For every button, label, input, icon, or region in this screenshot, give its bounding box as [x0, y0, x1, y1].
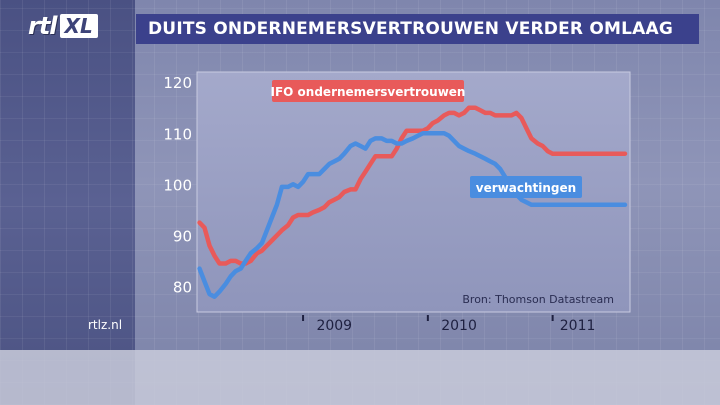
y-tick-label: 80	[173, 278, 192, 296]
series-label-verwachtingen-box	[470, 176, 582, 198]
side-panel	[0, 0, 135, 405]
x-tick-label: 2009	[316, 318, 352, 334]
logo-text: rtl	[28, 12, 58, 40]
source-label: Bron: Thomson Datastream	[462, 293, 614, 306]
x-tick-label: 2010	[441, 318, 477, 334]
rtl-xl-logo: rtl XL	[28, 12, 98, 40]
expectations-series-line	[197, 131, 628, 299]
logo-badge: XL	[59, 14, 98, 38]
x-tick-label: 2011	[560, 318, 596, 334]
series-label-verwachtingen: verwachtingen	[476, 181, 576, 195]
ifo-series-line	[197, 105, 628, 266]
bottom-band	[0, 350, 720, 405]
series-label-ifo: IFO ondernemersvertrouwen	[271, 85, 466, 99]
site-label: rtlz.nl	[88, 318, 123, 332]
y-tick-label: 110	[163, 125, 192, 143]
title-bar: DUITS ONDERNEMERSVERTROUWEN VERDER OMLAA…	[136, 14, 699, 44]
series-label-ifo-box	[272, 80, 464, 102]
y-tick-label: 90	[173, 227, 192, 245]
y-tick-label: 120	[163, 74, 192, 92]
y-tick-label: 100	[163, 176, 192, 194]
page-title: DUITS ONDERNEMERSVERTROUWEN VERDER OMLAA…	[148, 19, 674, 39]
